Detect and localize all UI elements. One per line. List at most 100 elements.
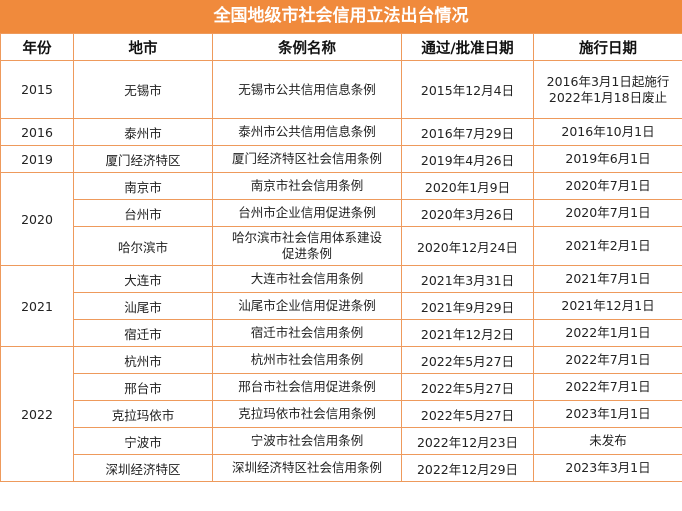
cell-regulation-name: 无锡市公共信用信息条例 [212,60,402,119]
cell-effective-date: 2020年7月1日 [533,172,682,200]
regulation-name-line: 宿迁市社会信用条例 [250,325,364,340]
cell-effective-date: 2019年6月1日 [533,145,682,173]
cell-regulation-name: 深圳经济特区社会信用条例 [212,454,402,482]
effective-date-line: 2019年6月1日 [565,151,651,166]
table-row: 克拉玛依市 克拉玛依市社会信用条例 2022年5月27日 2023年1月1日 [1,400,682,428]
cell-pass-date: 2020年1月9日 [401,172,534,200]
cell-pass-date: 2020年12月24日 [401,226,534,266]
cell-city: 宿迁市 [73,319,213,347]
regulation-name-line: 克拉玛依市社会信用条例 [238,406,376,421]
cell-effective-date: 2021年7月1日 [533,265,682,293]
table-row: 2015 无锡市 无锡市公共信用信息条例 2015年12月4日 2016年3月1日起施行… [0,60,682,119]
regulation-name-line: 台州市企业信用促进条例 [238,205,376,220]
cell-city: 杭州市 [73,346,213,374]
table-row: 宿迁市 宿迁市社会信用条例 2021年12月2日 2022年1月1日 [1,319,682,347]
cell-pass-date: 2022年5月27日 [401,400,534,428]
cell-effective-date: 2016年3月1日起施行 2022年1月18日废止 [533,60,682,119]
regulation-name-line: 无锡市公共信用信息条例 [238,81,376,97]
cell-effective-date: 2022年7月1日 [533,373,682,401]
cell-city: 哈尔滨市 [73,226,213,266]
cell-regulation-name: 南京市社会信用条例 [212,172,402,200]
header-city: 地市 [73,33,213,61]
cell-effective-date: 2022年1月1日 [533,319,682,347]
cell-city: 大连市 [73,265,213,293]
cell-pass-date: 2022年5月27日 [401,346,534,374]
effective-date-line: 2022年7月1日 [565,352,651,367]
cell-city: 深圳经济特区 [73,454,213,482]
effective-date-line: 2021年2月1日 [565,238,651,253]
cell-regulation-name: 哈尔滨市社会信用体系建设 促进条例 [212,226,402,266]
cell-pass-date: 2015年12月4日 [401,60,534,119]
cell-regulation-name: 大连市社会信用条例 [212,265,402,293]
effective-date-line: 2016年10月1日 [561,124,655,139]
header-effective-date: 施行日期 [533,33,682,61]
cell-pass-date: 2020年3月26日 [401,199,534,227]
cell-pass-date: 2021年12月2日 [401,319,534,347]
regulation-name-line: 厦门经济特区社会信用条例 [231,151,382,166]
cell-pass-date: 2019年4月26日 [401,145,534,173]
header-pass-date: 通过/批准日期 [401,33,534,61]
table-row: 哈尔滨市 哈尔滨市社会信用体系建设 促进条例 2020年12月24日 2021年2月1日 [1,226,682,266]
table-body: 2015 无锡市 无锡市公共信用信息条例 2015年12月4日 2016年3月1日起施行… [0,60,682,482]
cell-effective-date: 2023年1月1日 [533,400,682,428]
table-row: 邢台市 邢台市社会信用促进条例 2022年5月27日 2022年7月1日 [1,373,682,401]
cell-effective-date: 2023年3月1日 [533,454,682,482]
cell-pass-date: 2021年3月31日 [401,265,534,293]
cell-city: 台州市 [73,199,213,227]
effective-date-line: 2022年1月18日废止 [548,89,668,105]
effective-date-line: 2022年1月1日 [565,325,651,340]
effective-date-line: 2023年3月1日 [565,460,651,475]
table-row: 2021 大连市 大连市社会信用条例 2021年3月31日 2021年7月1日 [0,265,682,347]
header-row: 年份 地市 条例名称 通过/批准日期 施行日期 [0,33,682,61]
regulation-name-line: 邢台市社会信用促进条例 [238,379,376,394]
cell-city: 无锡市 [73,60,213,119]
header-year: 年份 [0,33,74,61]
table-row: 2016 泰州市 泰州市公共信用信息条例 2016年7月29日 2016年10月1日 [0,118,682,146]
cell-regulation-name: 宿迁市社会信用条例 [212,319,402,347]
effective-date-line: 2022年7月1日 [565,379,651,394]
cell-regulation-name: 宁波市社会信用条例 [212,427,402,455]
cell-pass-date: 2021年9月29日 [401,292,534,320]
cell-regulation-name: 邢台市社会信用促进条例 [212,373,402,401]
cell-effective-date: 未发布 [533,427,682,455]
cell-year: 2020 [0,172,74,266]
effective-date-line: 未发布 [589,433,627,448]
cell-city: 邢台市 [73,373,213,401]
effective-date-line: 2021年7月1日 [565,271,651,286]
regulation-name-line: 大连市社会信用条例 [250,271,364,286]
cell-regulation-name: 泰州市公共信用信息条例 [212,118,402,146]
cell-regulation-name: 杭州市社会信用条例 [212,346,402,374]
cell-city: 汕尾市 [73,292,213,320]
cell-city: 克拉玛依市 [73,400,213,428]
cell-pass-date: 2022年12月29日 [401,454,534,482]
effective-date-line: 2016年3月1日起施行 [546,73,670,89]
cell-effective-date: 2021年12月1日 [533,292,682,320]
table-row: 汕尾市 汕尾市企业信用促进条例 2021年9月29日 2021年12月1日 [1,292,682,320]
cell-year: 2021 [0,265,74,347]
regulation-name-line: 哈尔滨市社会信用体系建设 [231,230,382,245]
cell-year: 2016 [0,118,74,146]
header-regulation-name: 条例名称 [212,33,402,61]
cell-pass-date: 2022年5月27日 [401,373,534,401]
effective-date-line: 2023年1月1日 [565,406,651,421]
cell-year: 2022 [0,346,74,482]
regulation-name-line: 汕尾市企业信用促进条例 [238,298,376,313]
table-row: 台州市 台州市企业信用促进条例 2020年3月26日 2020年7月1日 [1,199,682,227]
cell-pass-date: 2016年7月29日 [401,118,534,146]
regulation-name-line: 宁波市社会信用条例 [250,433,364,448]
cell-regulation-name: 台州市企业信用促进条例 [212,199,402,227]
regulation-name-line: 深圳经济特区社会信用条例 [231,460,382,475]
legislation-table: 年份 地市 条例名称 通过/批准日期 施行日期 2015 无锡市 无锡市公共信用信息… [0,33,682,482]
table-row: 宁波市 宁波市社会信用条例 2022年12月23日 未发布 [1,427,682,455]
cell-regulation-name: 克拉玛依市社会信用条例 [212,400,402,428]
cell-effective-date: 2021年2月1日 [533,226,682,266]
regulation-name-line: 促进条例 [281,246,332,261]
effective-date-line: 2021年12月1日 [561,298,655,313]
cell-city: 泰州市 [73,118,213,146]
cell-effective-date: 2022年7月1日 [533,346,682,374]
cell-effective-date: 2016年10月1日 [533,118,682,146]
table-row: 深圳经济特区 深圳经济特区社会信用条例 2022年12月29日 2023年3月1日 [1,454,682,482]
cell-year: 2015 [0,60,74,119]
cell-regulation-name: 厦门经济特区社会信用条例 [212,145,402,173]
